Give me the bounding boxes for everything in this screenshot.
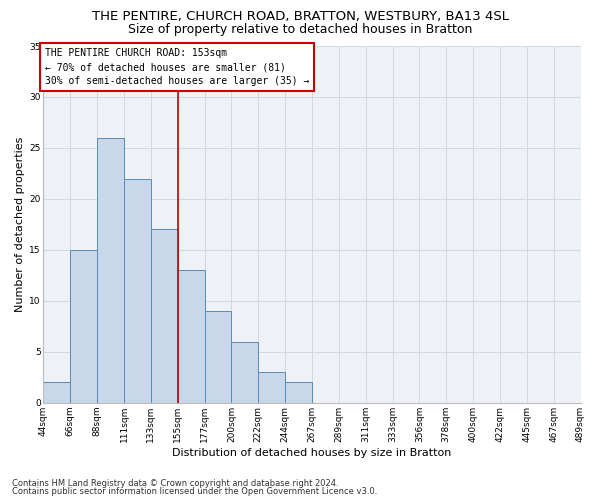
Bar (178, 270, 205, 403)
Bar (43, 382, 70, 403)
X-axis label: Distribution of detached houses by size in Bratton: Distribution of detached houses by size … (172, 448, 452, 458)
Text: Contains HM Land Registry data © Crown copyright and database right 2024.: Contains HM Land Registry data © Crown c… (12, 478, 338, 488)
Bar (97, 138, 124, 403)
Bar (70, 250, 97, 403)
Text: THE PENTIRE, CHURCH ROAD, BRATTON, WESTBURY, BA13 4SL: THE PENTIRE, CHURCH ROAD, BRATTON, WESTB… (91, 10, 509, 23)
Text: Size of property relative to detached houses in Bratton: Size of property relative to detached ho… (128, 22, 472, 36)
Y-axis label: Number of detached properties: Number of detached properties (15, 136, 25, 312)
Bar (258, 372, 285, 403)
Bar (285, 382, 312, 403)
Bar (205, 311, 232, 403)
Bar (124, 178, 151, 403)
Bar (232, 342, 258, 403)
Bar (151, 230, 178, 403)
Text: THE PENTIRE CHURCH ROAD: 153sqm
← 70% of detached houses are smaller (81)
30% of: THE PENTIRE CHURCH ROAD: 153sqm ← 70% of… (45, 48, 309, 86)
Text: Contains public sector information licensed under the Open Government Licence v3: Contains public sector information licen… (12, 487, 377, 496)
